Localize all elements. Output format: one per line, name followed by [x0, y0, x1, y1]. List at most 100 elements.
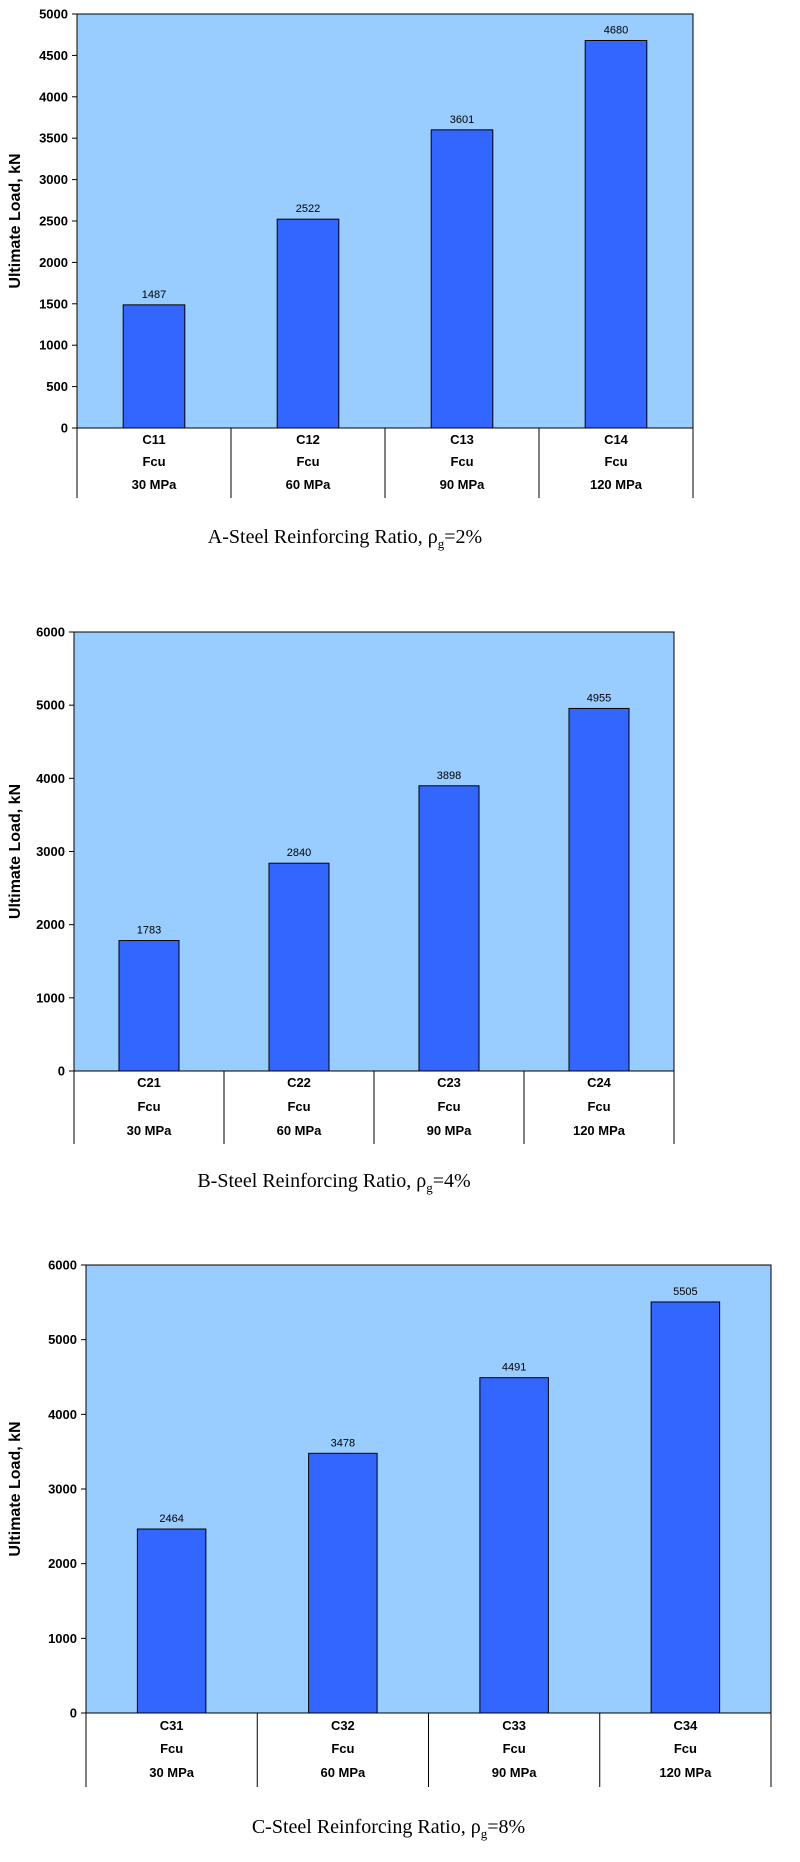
category-label: Fcu: [437, 1099, 460, 1114]
caption-symbol: ρ: [416, 1170, 426, 1192]
category-label: 30 MPa: [132, 477, 178, 492]
category-label: C32: [331, 1718, 355, 1733]
chart-a: 0 500 1000 1500 2000 2500 3000 3500 4000 4500 5000…: [7, 7, 694, 551]
y-tick-label: 3000: [36, 844, 65, 859]
y-tick-label: 3500: [39, 131, 68, 146]
category-label: 90 MPa: [427, 1123, 473, 1138]
y-tick-label: 3000: [48, 1482, 77, 1497]
y-tick-label: 5000: [48, 1332, 77, 1347]
caption-prefix: A-Steel Reinforcing Ratio,: [208, 526, 428, 548]
category-label: Fcu: [674, 1741, 697, 1756]
y-tick-label: 0: [61, 421, 68, 436]
caption-prefix: B-Steel Reinforcing Ratio,: [197, 1170, 416, 1192]
bar: [479, 1377, 549, 1714]
category-label: C24: [587, 1075, 612, 1090]
data-label: 1487: [142, 289, 166, 301]
chart-caption: A-Steel Reinforcing Ratio, ρg=2%: [208, 526, 482, 551]
category-label: 60 MPa: [286, 477, 332, 492]
bar: [650, 1301, 721, 1714]
category-label: 60 MPa: [277, 1123, 323, 1138]
category-label: C13: [450, 432, 474, 447]
category-label: Fcu: [296, 454, 319, 469]
y-tick-label: 6000: [48, 1258, 77, 1273]
category-label: C23: [437, 1075, 461, 1090]
y-tick-label: 0: [58, 1064, 65, 1079]
category-label: C22: [287, 1075, 311, 1090]
bar: [136, 1528, 207, 1714]
bar: [118, 940, 180, 1072]
chart-c: 0 1000 2000 3000 4000 5000 6000 Ultimate Load, …: [7, 1258, 772, 1841]
y-tick-label: 1000: [39, 338, 68, 353]
category-label: 90 MPa: [492, 1765, 538, 1780]
category-label: Fcu: [137, 1099, 160, 1114]
y-tick-label: 4500: [39, 48, 68, 63]
data-label: 4680: [604, 24, 628, 36]
category-label: Fcu: [142, 454, 165, 469]
caption-subscript: g: [481, 1826, 488, 1841]
y-tick-label: 6000: [36, 625, 65, 640]
category-label: Fcu: [287, 1099, 310, 1114]
bar: [430, 129, 494, 429]
y-axis-label: Ultimate Load, kN: [7, 1421, 24, 1556]
category-label: Fcu: [331, 1741, 354, 1756]
category-label: C33: [502, 1718, 526, 1733]
category-label: 120 MPa: [590, 477, 643, 492]
bar: [268, 862, 330, 1072]
bar: [276, 218, 340, 429]
caption-symbol: ρ: [428, 526, 438, 548]
category-label: Fcu: [604, 454, 627, 469]
data-label: 2840: [287, 847, 311, 859]
caption-prefix: C-Steel Reinforcing Ratio,: [252, 1816, 471, 1838]
bar: [584, 39, 648, 429]
caption-subscript: g: [438, 536, 445, 551]
y-axis-label: Ultimate Load, kN: [7, 784, 24, 919]
category-label: Fcu: [450, 454, 473, 469]
data-label: 4955: [587, 692, 611, 704]
category-label: Fcu: [503, 1741, 526, 1756]
bar: [308, 1452, 378, 1714]
y-tick-label: 3000: [39, 172, 68, 187]
category-label: C31: [160, 1718, 184, 1733]
category-label: 30 MPa: [149, 1765, 195, 1780]
chart-caption: B-Steel Reinforcing Ratio, ρg=4%: [197, 1170, 470, 1195]
data-label: 3478: [331, 1437, 355, 1449]
data-label: 2522: [296, 203, 320, 215]
category-label: Fcu: [587, 1099, 610, 1114]
y-tick-label: 5000: [36, 698, 65, 713]
y-tick-label: 2000: [39, 255, 68, 270]
caption-suffix: =2%: [444, 526, 482, 548]
caption-symbol: ρ: [471, 1816, 481, 1838]
category-label: C14: [604, 432, 629, 447]
data-label: 3601: [450, 114, 474, 126]
category-label: 120 MPa: [659, 1765, 712, 1780]
y-tick-label: 2000: [36, 917, 65, 932]
caption-suffix: =4%: [433, 1170, 471, 1192]
caption-subscript: g: [426, 1180, 433, 1195]
caption-suffix: =8%: [487, 1816, 525, 1838]
y-tick-label: 2000: [48, 1556, 77, 1571]
bar: [568, 707, 630, 1072]
category-label: 30 MPa: [127, 1123, 173, 1138]
category-label: 120 MPa: [573, 1123, 626, 1138]
bar: [122, 304, 186, 429]
data-label: 3898: [437, 770, 461, 782]
chart-b: 0 1000 2000 3000 4000 5000 6000 Ultimate Load, …: [7, 625, 675, 1195]
y-tick-label: 500: [46, 379, 68, 394]
y-tick-label: 0: [70, 1706, 77, 1721]
category-label: C11: [142, 432, 165, 447]
category-label: 90 MPa: [440, 477, 486, 492]
y-tick-label: 4000: [48, 1407, 77, 1422]
data-label: 2464: [159, 1513, 183, 1525]
category-label: C21: [137, 1075, 161, 1090]
category-label: Fcu: [160, 1741, 183, 1756]
category-label: C12: [296, 432, 320, 447]
chart-caption: C-Steel Reinforcing Ratio, ρg=8%: [252, 1816, 525, 1841]
data-label: 1783: [137, 925, 161, 937]
y-tick-label: 1000: [48, 1631, 77, 1646]
y-tick-label: 2500: [39, 214, 68, 229]
bar: [418, 785, 480, 1072]
y-tick-label: 4000: [36, 771, 65, 786]
category-label: 60 MPa: [320, 1765, 366, 1780]
data-label: 5505: [673, 1286, 697, 1298]
